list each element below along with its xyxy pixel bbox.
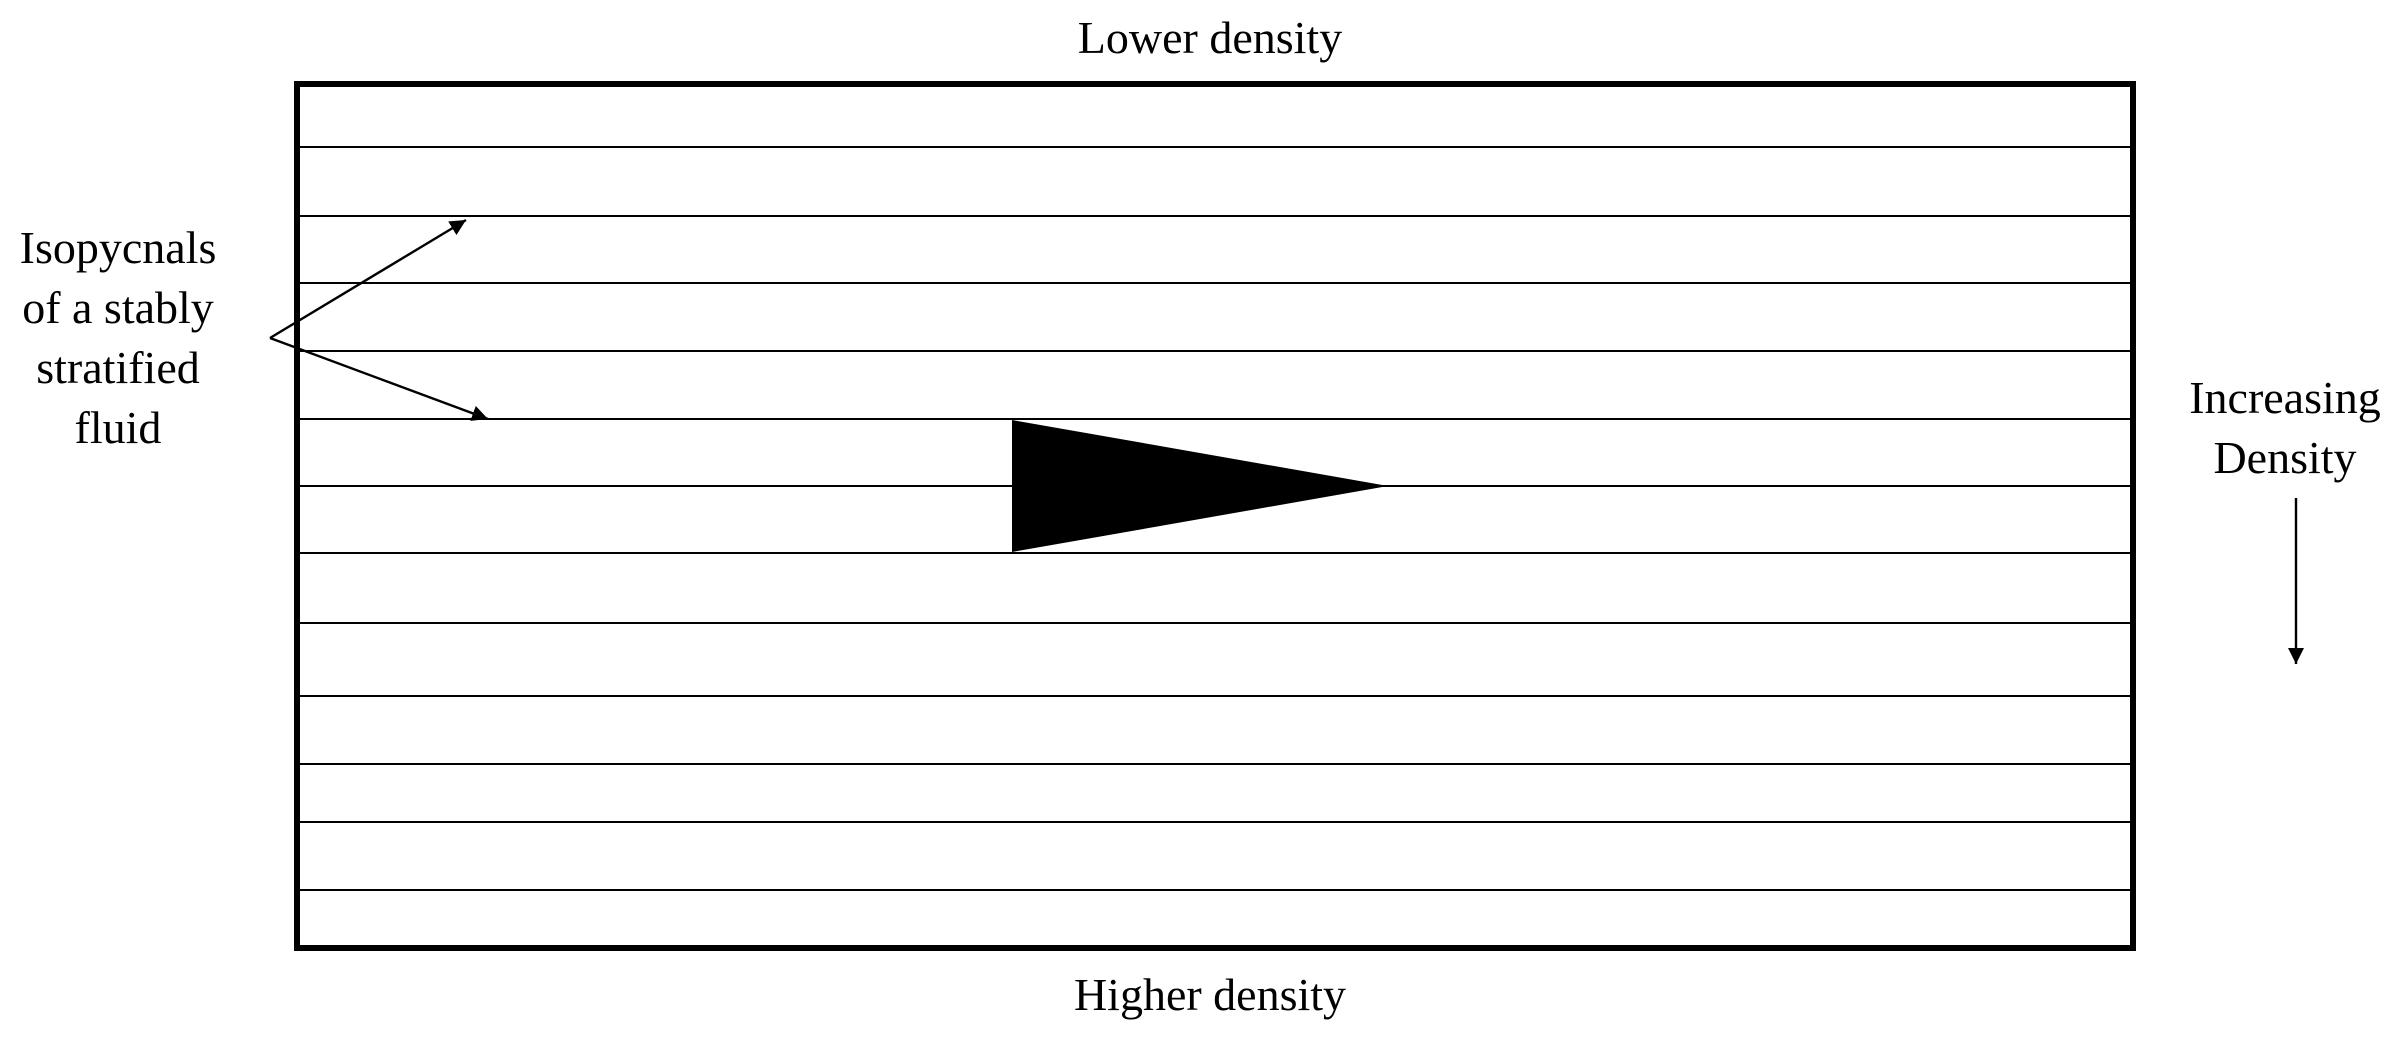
arrow-icon [269, 218, 467, 340]
isopycnals-label-line: Isopycnals [19, 222, 217, 273]
isopycnal-lines [297, 146, 2133, 891]
wedge-body [1012, 420, 1388, 552]
fluid-tank-boundary [294, 81, 2136, 951]
higher-density-label: Higher density [1073, 969, 1347, 1020]
increasing-density-label-line: Density [2213, 432, 2357, 483]
isopycnals-label: Isopycnals of a stably stratified fluid [0, 218, 236, 458]
increasing-density-label: Increasing Density [2160, 368, 2406, 488]
isopycnals-label-line: of a stably [22, 282, 214, 333]
lower-density-label: Lower density [1077, 12, 1343, 63]
increasing-density-label-line: Increasing [2189, 372, 2381, 423]
arrow-icon [269, 336, 489, 421]
isopycnals-label-line: fluid [74, 402, 162, 453]
isopycnals-label-line: stratified [36, 342, 200, 393]
isopycnal-pointer-arrows [269, 218, 489, 421]
